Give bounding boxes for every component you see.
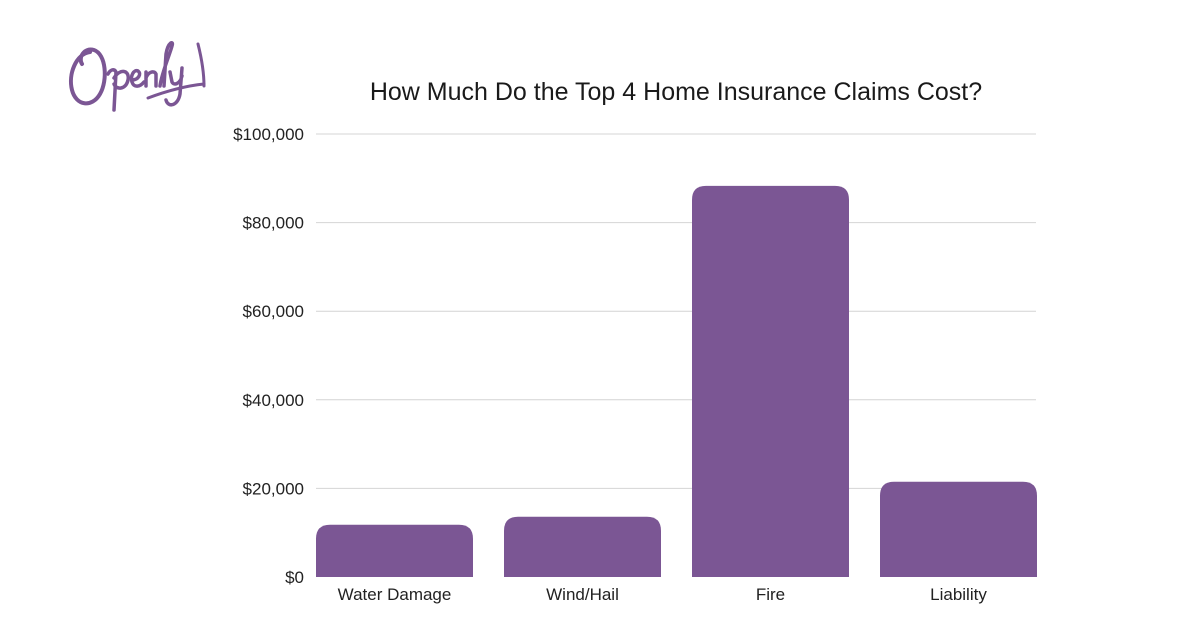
x-category-label: Fire bbox=[756, 585, 785, 604]
y-tick-label: $100,000 bbox=[233, 125, 304, 144]
x-category-label: Wind/Hail bbox=[546, 585, 619, 604]
bar bbox=[504, 516, 661, 577]
x-category-label: Liability bbox=[930, 585, 987, 604]
y-tick-label: $0 bbox=[285, 568, 304, 587]
bar bbox=[316, 524, 473, 577]
chart-title: How Much Do the Top 4 Home Insurance Cla… bbox=[369, 78, 983, 106]
y-tick-label: $40,000 bbox=[243, 391, 304, 410]
y-tick-label: $60,000 bbox=[243, 302, 304, 321]
bar bbox=[692, 185, 849, 577]
bar bbox=[880, 481, 1037, 577]
y-tick-label: $80,000 bbox=[243, 214, 304, 233]
x-category-label: Water Damage bbox=[338, 585, 452, 604]
y-tick-label: $20,000 bbox=[243, 479, 304, 498]
openly-logo-graphic bbox=[69, 40, 206, 112]
openly-logo: Openly bbox=[64, 24, 214, 114]
